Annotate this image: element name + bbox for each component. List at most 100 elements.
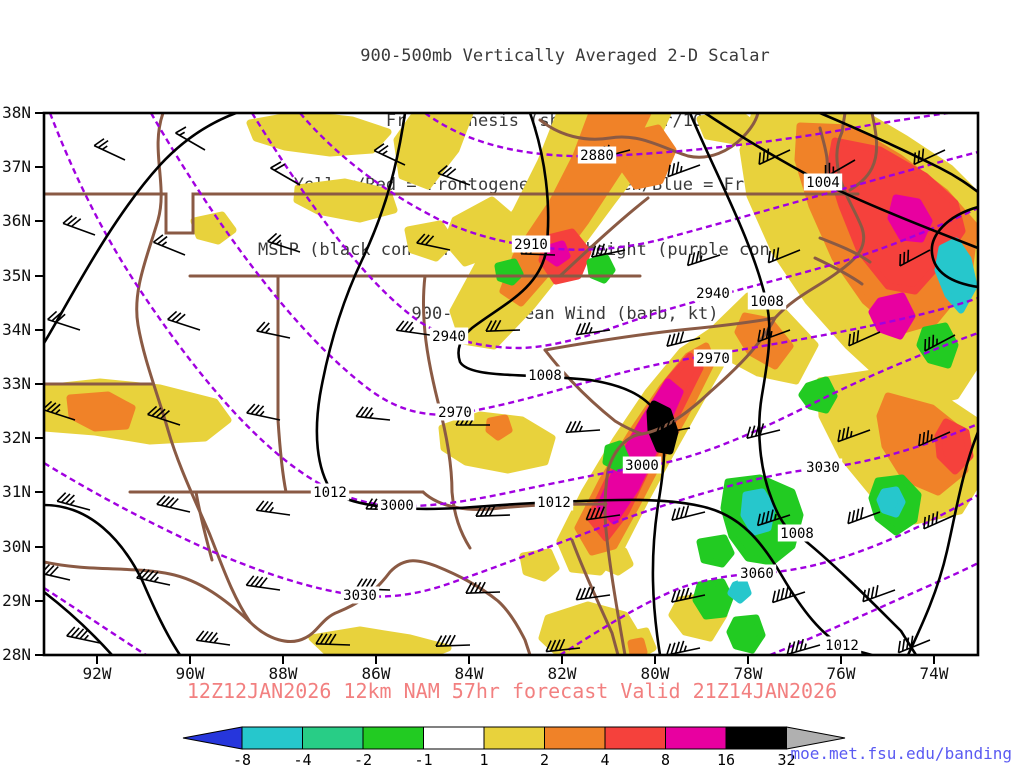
colorbar-tick-label: 4 [600, 751, 609, 768]
wind-barb [465, 581, 501, 594]
colorbar-left-arrow [182, 726, 243, 750]
wind-barbs [44, 126, 956, 655]
height-label: 3000 [625, 458, 659, 474]
lat-label: 29N [2, 591, 31, 610]
height-label: 2910 [514, 237, 548, 253]
shaded-region-cyan [727, 578, 752, 604]
wind-barb [175, 126, 206, 151]
border-path [818, 236, 872, 264]
wind-barb [315, 633, 351, 646]
border-path [44, 192, 860, 235]
wind-barb [437, 165, 471, 186]
wind-barb [848, 330, 881, 347]
colorbar-tick-label: 8 [661, 751, 670, 768]
border-path [818, 126, 829, 177]
mslp-label: 1012 [313, 485, 347, 501]
colorbar-right-arrow [786, 726, 846, 750]
lon-label: 90W [176, 664, 205, 683]
colorbar-tick-label: 16 [717, 751, 735, 768]
mslp-label: 1012 [537, 495, 571, 511]
shaded-region-magenta [868, 292, 916, 340]
wind-barb [862, 585, 896, 603]
wind-barb [686, 250, 721, 267]
shaded-region-orange [485, 414, 513, 441]
wind-barb [767, 247, 801, 264]
lat-label: 35N [2, 266, 31, 285]
border-path [543, 316, 777, 352]
height-label: 2940 [696, 286, 730, 302]
mslp-label-bg [525, 366, 565, 384]
height-label: 2970 [696, 351, 730, 367]
black-contour [457, 113, 666, 655]
lat-label: 31N [2, 482, 31, 501]
border-path [422, 274, 472, 550]
border-path [570, 538, 620, 655]
wind-barb [416, 233, 451, 251]
wind-barb [44, 563, 71, 581]
mslp-label-bg [310, 483, 350, 501]
colorbar-segment-green [362, 726, 424, 750]
height-label-bg [577, 146, 617, 164]
height-label-bg [622, 456, 662, 474]
black-contour [44, 503, 182, 655]
border-path [813, 256, 864, 286]
wind-barb [255, 500, 291, 516]
lon-label: 74W [920, 664, 949, 683]
wind-barb [837, 426, 871, 443]
black-contour [688, 113, 918, 655]
mslp-label: 1008 [780, 526, 814, 542]
credit-url-link[interactable]: moe.met.fsu.edu/banding [790, 744, 1012, 763]
wind-barb [847, 507, 881, 525]
shaded-region-orange [66, 391, 136, 432]
colorbar-tick-label: 2 [540, 751, 549, 768]
height-label: 2940 [432, 329, 466, 345]
wind-barb [899, 249, 931, 267]
colorbar-segment-magenta [665, 726, 727, 750]
shaded-region-cyan [740, 488, 776, 536]
mslp-label: 1008 [528, 368, 562, 384]
colorbar-segment-cyan [241, 726, 303, 750]
height-label-bg [511, 235, 551, 253]
colorbar-tick-label: -1 [414, 751, 432, 768]
wind-barb [671, 505, 706, 522]
border-path [44, 559, 532, 655]
height-label-bg [737, 564, 777, 582]
wind-barb [897, 635, 931, 654]
wind-barb [786, 638, 821, 655]
colorbar-tick-label: 32 [777, 751, 795, 768]
shaded-region-yellow [293, 178, 398, 223]
wind-barb [670, 587, 706, 603]
black-contour [315, 113, 873, 655]
wind-barb [565, 420, 601, 434]
border-path [558, 196, 650, 278]
wind-barb [270, 161, 301, 186]
height-label-bg [803, 458, 843, 476]
shaded-region-orange [614, 124, 677, 190]
colorbar-tick-label: -8 [233, 751, 251, 768]
colorbar: -8 -4 -2 -1 1 2 4 8 16 32 [182, 726, 846, 768]
purple-contour [424, 113, 949, 158]
lat-label: 33N [2, 374, 31, 393]
lon-label: 88W [269, 664, 298, 683]
lat-label: 32N [2, 428, 31, 447]
wind-barb [575, 586, 611, 601]
shaded-region-yellow [246, 113, 392, 157]
wind-barb [590, 243, 626, 258]
shaded-region-yellow [598, 547, 634, 576]
purple-contour [769, 561, 978, 655]
shaded-region-green [916, 322, 959, 369]
wind-barb [485, 319, 521, 332]
lat-label: 28N [2, 645, 31, 664]
colorbar-segment-yellow [483, 726, 545, 750]
wind-barb [757, 326, 791, 343]
black-contour [930, 205, 978, 289]
wind-barb [475, 504, 511, 517]
height-label-bg [693, 284, 733, 302]
colorbar-tick-label: 1 [479, 751, 488, 768]
height-label: 2880 [580, 148, 614, 164]
height-label-bg [435, 403, 475, 421]
black-contour [44, 590, 113, 655]
wind-barb [267, 232, 301, 253]
wind-barb [195, 630, 231, 646]
